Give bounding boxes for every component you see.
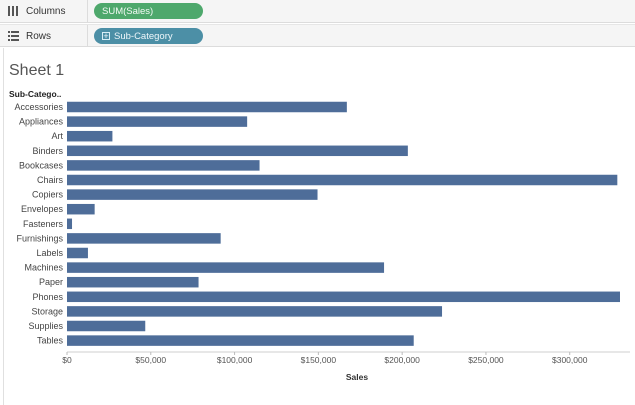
expand-plus-icon[interactable]: + (102, 31, 110, 41)
category-label[interactable]: Storage (31, 306, 63, 316)
bar[interactable] (67, 218, 73, 230)
bar[interactable] (67, 233, 221, 244)
sheet-title: Sheet 1 (9, 62, 65, 79)
bar[interactable] (67, 306, 443, 317)
category-label[interactable]: Machines (24, 263, 63, 273)
category-label[interactable]: Paper (39, 277, 63, 287)
rows-shelf-label: Rows (0, 25, 88, 47)
category-label[interactable]: Fasteners (23, 219, 64, 229)
x-tick-label: $100,000 (217, 355, 253, 365)
category-label[interactable]: Envelopes (21, 204, 64, 214)
category-label[interactable]: Phones (32, 292, 63, 302)
x-tick-label: $0 (62, 355, 72, 365)
bar[interactable] (67, 276, 199, 288)
bar[interactable] (67, 189, 318, 200)
x-tick-label: $200,000 (384, 355, 420, 365)
bar[interactable] (67, 203, 95, 215)
category-label[interactable]: Art (51, 131, 63, 141)
category-label[interactable]: Binders (32, 146, 63, 156)
bar[interactable] (67, 130, 113, 142)
x-tick-label: $150,000 (301, 355, 337, 365)
category-label[interactable]: Supplies (28, 321, 63, 331)
bar[interactable] (67, 262, 385, 273)
category-label[interactable]: Appliances (19, 117, 64, 127)
sum-sales-pill-text: SUM(Sales) (102, 5, 154, 17)
bar[interactable] (67, 116, 248, 127)
bar[interactable] (67, 320, 146, 332)
category-label[interactable]: Copiers (32, 190, 64, 200)
bar[interactable] (67, 174, 618, 186)
bar[interactable] (67, 335, 414, 346)
x-tick-label: $300,000 (552, 355, 588, 365)
bar[interactable] (67, 101, 347, 113)
sub-category-pill[interactable]: + Sub-Category (94, 28, 203, 44)
columns-icon (6, 5, 20, 17)
rows-icon (6, 30, 20, 42)
bar[interactable] (67, 247, 88, 259)
columns-shelf[interactable]: Columns SUM(Sales) (0, 0, 635, 23)
category-label[interactable]: Furnishings (16, 233, 63, 243)
category-label[interactable]: Chairs (37, 175, 64, 185)
sub-category-pill-text: Sub-Category (114, 30, 173, 42)
bar[interactable] (67, 291, 620, 303)
sub-category-header[interactable]: Sub-Catego.. (9, 89, 62, 99)
category-label[interactable]: Bookcases (19, 160, 64, 170)
x-axis-title[interactable]: Sales (346, 372, 368, 382)
columns-label-text: Columns (26, 5, 66, 17)
category-label[interactable]: Accessories (14, 102, 63, 112)
rows-shelf[interactable]: Rows + Sub-Category (0, 24, 635, 47)
category-label[interactable]: Labels (36, 248, 63, 258)
x-tick-label: $250,000 (468, 355, 504, 365)
columns-shelf-label: Columns (0, 0, 88, 22)
bar[interactable] (67, 160, 260, 171)
category-label[interactable]: Tables (37, 336, 64, 346)
rows-label-text: Rows (26, 30, 52, 42)
sum-sales-pill[interactable]: SUM(Sales) (94, 3, 203, 19)
bar[interactable] (67, 145, 408, 157)
x-tick-label: $50,000 (135, 355, 166, 365)
